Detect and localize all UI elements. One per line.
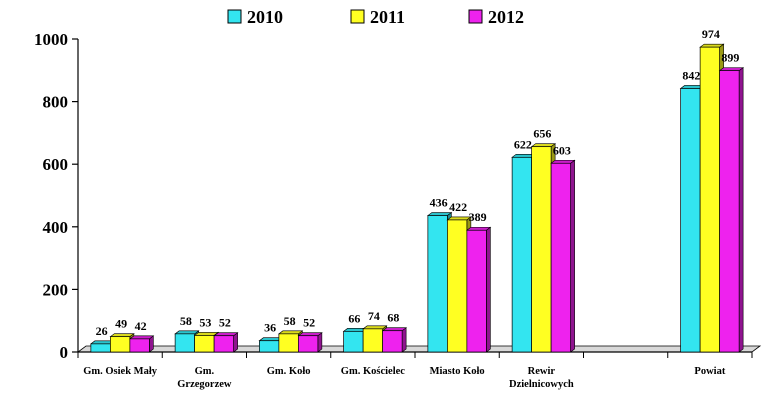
bar-front [427,215,448,353]
data-label: 68 [387,311,399,325]
bar-top [128,335,155,340]
bar-front [213,335,234,353]
bar-front [343,330,364,353]
y-tick-label: 0 [60,343,69,362]
x-category-label: Dzielnicowych [509,379,574,390]
data-label: 389 [469,210,487,224]
bar-front [194,335,215,353]
data-label: 36 [264,321,276,335]
x-category-label: Gm. Koło [267,366,311,377]
legend-label: 2010 [247,7,283,27]
x-category-label: Grzegorzew [177,379,232,390]
bar-side [738,67,744,353]
legend-item-2012: 2012 [468,7,524,27]
legend-label: 2011 [370,7,405,27]
bar-2012-0 [128,335,155,353]
data-label: 58 [180,314,192,328]
x-category-label: Miasto Koło [430,366,485,377]
bar-2012-2 [297,332,323,353]
bar-top [426,212,453,216]
legend-swatch [468,9,483,24]
x-category-label: Gm. [195,366,215,377]
bar-top [174,330,200,335]
bar-top [213,332,239,337]
bar-2012-5 [550,159,576,353]
data-label: 52 [219,316,231,330]
data-label: 422 [449,200,467,214]
bar-top [718,67,745,71]
bar-top [550,159,576,164]
bar-front [259,340,280,353]
bar-front [699,46,720,353]
bar-side [401,327,407,353]
data-label: 49 [115,317,127,331]
bar-top [381,327,408,332]
bar-top [277,330,304,335]
bar-front [550,162,571,353]
data-label: 42 [135,319,147,333]
data-label: 899 [721,51,739,65]
bar-top [699,43,725,48]
bar-2012-3 [381,327,408,353]
data-label: 26 [96,324,108,338]
bar-front [447,219,468,353]
bar-side [486,226,491,353]
bar-front [90,343,111,353]
legend-label: 2012 [488,7,524,27]
bar-front [680,88,701,353]
bar-top [109,333,135,337]
x-category-label: Gm. Osiek Mały [83,366,158,377]
legend-item-2010: 2010 [227,7,283,27]
y-tick-label: 800 [43,93,69,112]
data-label: 74 [368,309,380,323]
data-label: 974 [702,27,720,41]
bar-2012-1 [213,332,239,353]
y-tick-label: 600 [43,155,69,174]
bar-front [382,330,403,353]
bar-front [298,335,319,353]
y-tick-label: 200 [43,280,69,299]
data-label: 53 [199,315,211,329]
y-tick-label: 1000 [34,30,68,49]
bar-top [193,332,220,336]
data-label: 52 [303,316,315,330]
x-category-label: Powiat [694,366,725,377]
bar-top [362,325,388,330]
bar-2012-7 [718,67,745,353]
bar-top [297,332,323,337]
data-label: 436 [430,196,448,210]
bar-2012-4 [465,226,492,353]
data-label: 622 [514,137,532,151]
bar-front [278,333,299,353]
bar-front [531,146,552,353]
bar-side [570,159,575,353]
bar-front [129,338,150,353]
data-label: 656 [533,127,551,141]
data-label: 66 [348,311,360,325]
bar-front [110,336,131,353]
x-category-label: Rewir [528,366,556,377]
bar-front [174,333,195,353]
bar-top [446,216,472,221]
x-category-label: Gm. Kościelec [341,366,405,377]
data-label: 842 [682,68,700,82]
bar-front [719,70,740,353]
data-label: 58 [284,314,296,328]
bar-front [362,328,383,353]
legend-swatch [350,9,365,24]
bar-front [511,156,532,353]
data-label: 603 [553,143,571,157]
bar-front [466,229,487,353]
legend-item-2011: 2011 [350,7,405,27]
bar-top [465,226,492,231]
bar-top [530,143,557,147]
y-tick-label: 400 [43,218,69,237]
legend-swatch [227,9,242,24]
